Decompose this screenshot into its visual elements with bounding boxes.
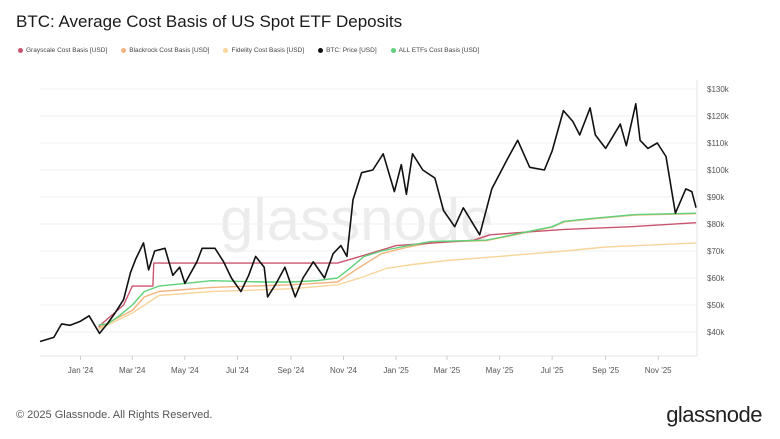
legend-item[interactable]: BTC: Price [USD] [318, 47, 377, 54]
chart-title: BTC: Average Cost Basis of US Spot ETF D… [16, 12, 403, 31]
legend-label: Fidelity Cost Basis [USD] [231, 47, 305, 54]
x-tick-label: Jul '25 [541, 366, 564, 375]
legend-item[interactable]: ALL ETFs Cost Basis [USD] [390, 47, 480, 54]
legend-item[interactable]: Grayscale Cost Basis [USD] [18, 47, 107, 54]
x-tick-label: Sep '24 [277, 366, 304, 375]
x-tick-label: Jan '24 [68, 366, 94, 375]
y-tick-label: $80k [707, 220, 725, 229]
series-line-btc-price-usd [39, 103, 697, 343]
legend-swatch [318, 48, 324, 53]
brand-logo: glassnode [666, 402, 762, 427]
legend-item[interactable]: Blackrock Cost Basis [USD] [121, 47, 209, 54]
legend-swatch [121, 48, 127, 53]
y-tick-label: $40k [707, 328, 725, 337]
x-tick-label: Nov '24 [330, 366, 357, 375]
x-tick-label: Nov '25 [645, 366, 672, 375]
y-tick-label: $50k [707, 301, 725, 310]
y-tick-label: $60k [707, 274, 725, 283]
legend-swatch [223, 48, 229, 53]
legend-label: ALL ETFs Cost Basis [USD] [398, 47, 480, 54]
legend-label: Grayscale Cost Basis [USD] [26, 47, 108, 54]
x-tick-label: May '24 [171, 366, 199, 375]
y-tick-label: $130k [707, 85, 730, 94]
series-line-grayscale-cost-basis-usd [98, 222, 697, 328]
series-line-fidelity-cost-basis-usd [98, 242, 697, 330]
legend-label: BTC: Price [USD] [326, 47, 377, 54]
y-tick-label: $70k [707, 247, 725, 256]
y-tick-label: $120k [707, 112, 730, 121]
x-tick-label: Jan '25 [383, 366, 409, 375]
copyright: © 2025 Glassnode. All Rights Reserved. [16, 409, 213, 421]
x-tick-label: Mar '25 [434, 366, 461, 375]
watermark: glassnode [220, 186, 494, 253]
legend-label: Blackrock Cost Basis [USD] [129, 47, 210, 54]
x-tick-label: Mar '24 [119, 366, 146, 375]
legend-swatch [390, 48, 396, 53]
y-tick-label: $110k [707, 139, 729, 148]
x-tick-label: Jul '24 [226, 366, 249, 375]
x-tick-label: May '25 [486, 366, 514, 375]
series-line-all-etfs-cost-basis-usd [98, 212, 697, 326]
legend: Grayscale Cost Basis [USD] Blackrock Cost… [18, 47, 479, 54]
y-tick-label: $90k [707, 193, 725, 202]
x-tick-label: Sep '25 [592, 366, 619, 375]
legend-item[interactable]: Fidelity Cost Basis [USD] [223, 47, 304, 54]
legend-swatch [18, 48, 23, 53]
y-tick-label: $100k [707, 166, 730, 175]
